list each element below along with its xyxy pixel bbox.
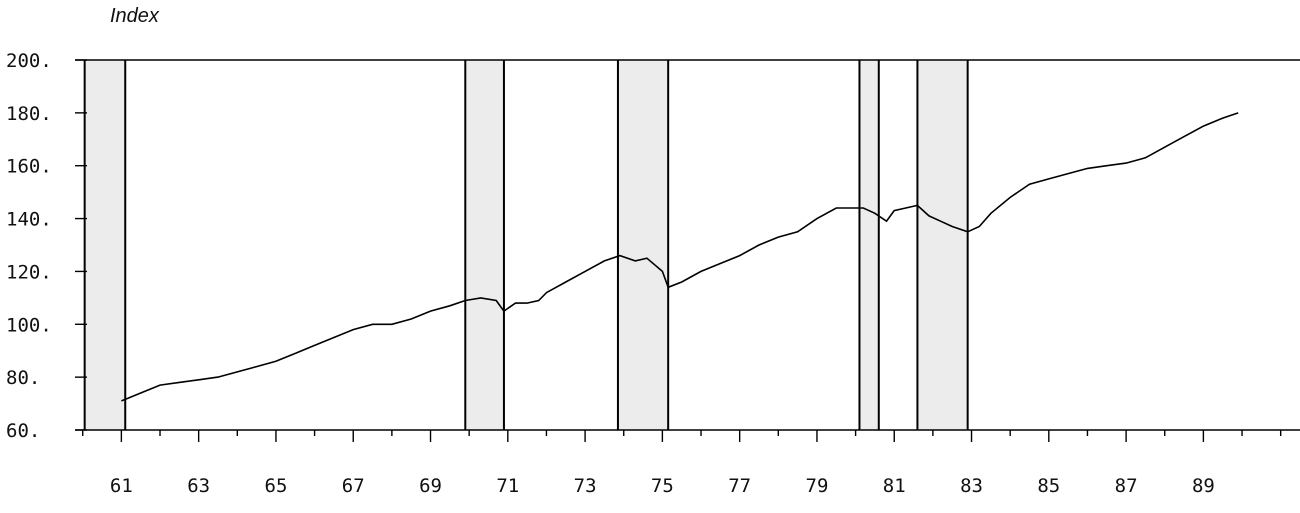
y-tick-label: 80. — [6, 367, 40, 389]
y-axis-ticks: 60. 80. 100. 120. 140. 160. 180. 200. — [6, 50, 87, 442]
x-tick-label: 89 — [1192, 475, 1215, 497]
x-tick-label: 79 — [806, 475, 829, 497]
x-tick-label: 67 — [342, 475, 365, 497]
x-tick-label: 69 — [419, 475, 442, 497]
x-tick-label: 77 — [728, 475, 751, 497]
x-tick-label: 71 — [496, 475, 519, 497]
x-tick-label: 65 — [265, 475, 288, 497]
shaded-period-4 — [859, 60, 879, 430]
axes — [75, 59, 1300, 431]
x-tick-label: 83 — [960, 475, 983, 497]
shaded-period-3 — [617, 60, 669, 430]
series-lines — [121, 112, 1239, 402]
y-tick-label: 160. — [6, 156, 52, 178]
shaded-period-1 — [84, 60, 126, 430]
shaded-period-5 — [917, 60, 968, 430]
y-tick-label: 100. — [6, 314, 52, 336]
y-tick-label: 180. — [6, 103, 52, 125]
x-tick-label: 61 — [110, 475, 133, 497]
series-line — [121, 112, 1239, 402]
y-tick-label: 200. — [6, 50, 52, 72]
x-tick-label: 81 — [883, 475, 906, 497]
x-tick-label: 75 — [651, 475, 674, 497]
y-tick-label: 60. — [6, 420, 40, 442]
x-tick-label: 63 — [187, 475, 210, 497]
shaded-period-bands — [83, 60, 969, 430]
x-axis-ticks: 61 63 65 67 69 71 73 75 77 79 81 83 85 87 89 — [82, 430, 1282, 497]
x-tick-label: 85 — [1037, 475, 1060, 497]
x-tick-label: 87 — [1115, 475, 1138, 497]
y-tick-label: 120. — [6, 261, 52, 283]
y-axis-label: Index — [110, 5, 160, 27]
shaded-period-2 — [465, 60, 504, 430]
y-tick-label: 140. — [6, 209, 52, 231]
x-tick-label: 73 — [574, 475, 597, 497]
